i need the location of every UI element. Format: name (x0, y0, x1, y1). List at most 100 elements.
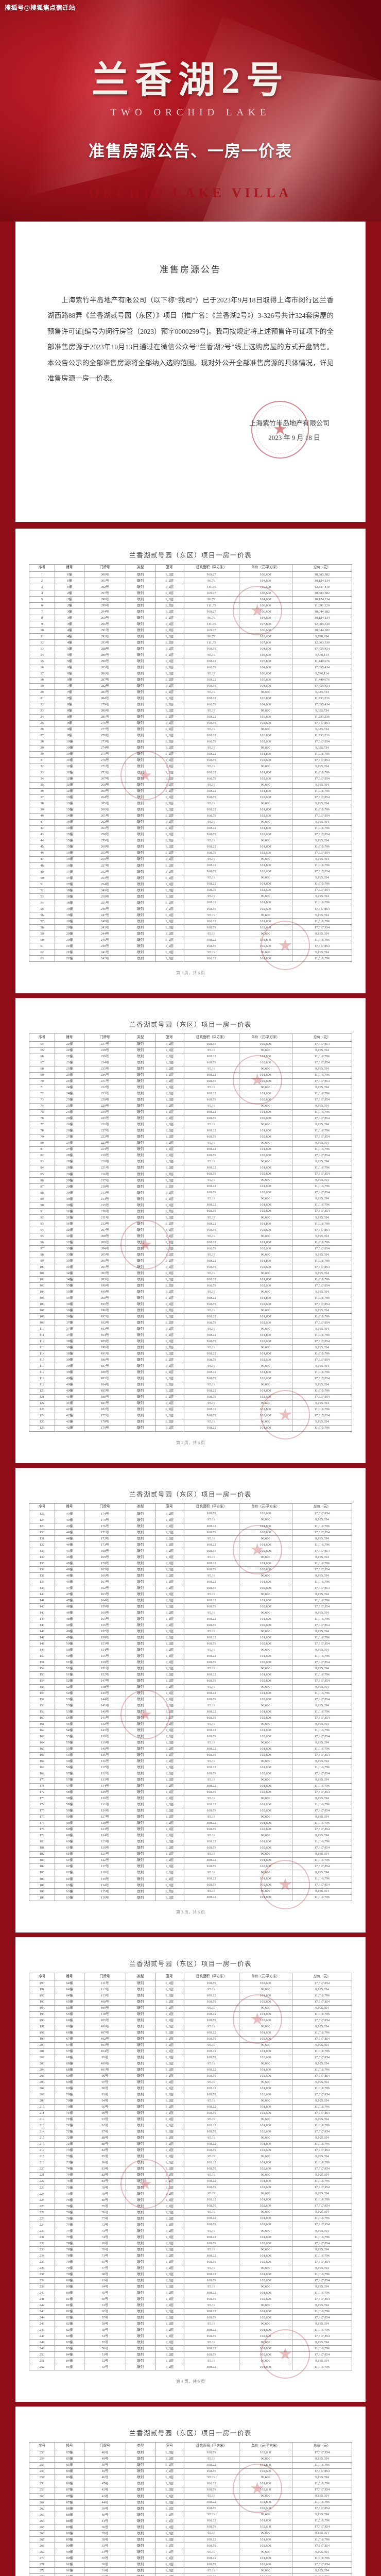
table-cell: 17,317,854 (291, 1301, 353, 1308)
table-cell: 38 (28, 800, 56, 807)
table-cell: 1_2层 (154, 1394, 184, 1401)
table-cell: 9,195,354 (291, 1591, 353, 1598)
table-row: 181 61幢 120号 联列 1_2层 168.79 102,600 17,317,854 (28, 1844, 353, 1852)
table-cell: 83号 (83, 2178, 127, 2185)
table-cell: 联列 (126, 2054, 155, 2061)
table-row: 167 56幢 136号 联列 1_2层 95.19 96,600 9,195,354 (28, 1758, 353, 1765)
table-cell: 108.22 (183, 1820, 239, 1827)
table-cell: 173 (28, 1795, 56, 1802)
table-cell: 17,317,854 (291, 2073, 353, 2080)
table-cell: 1_2层 (154, 2308, 184, 2315)
table-cell: 11,016,796 (291, 2178, 353, 2185)
table-cell: 213号 (83, 1190, 127, 1197)
table-cell: 123号 (83, 1826, 127, 1833)
table-cell: 24幢 (55, 1090, 84, 1097)
table-cell: 193 (28, 1998, 56, 2006)
table-cell: 155 (28, 1684, 56, 1691)
table-cell: 1_2层 (154, 2134, 184, 2142)
table-cell: 联列 (126, 633, 155, 640)
table-cell: 249号 (83, 887, 127, 894)
table-cell: 96,600 (238, 2358, 292, 2365)
table-cell: 96,600 (238, 1363, 292, 1370)
table-cell: 联列 (126, 1998, 155, 2006)
table-cell: 7幢 (55, 695, 84, 702)
table-cell: 101,800 (238, 788, 292, 795)
table-cell: 20 (28, 689, 56, 696)
table-row: 4 2幢 297号 联列 1_2层 169.27 108,600 18,383,582 (28, 590, 353, 597)
table-cell: 176号 (83, 1523, 127, 1530)
table-cell: 247号 (83, 912, 127, 919)
table-cell: 17,317,854 (291, 2203, 353, 2210)
table-cell: 1_2层 (154, 775, 184, 783)
table-cell: 1_2层 (154, 584, 184, 591)
table-cell: 109号 (83, 2005, 127, 2012)
table-cell: 96,600 (238, 1289, 292, 1296)
table-row: 205 69幢 96号 联列 1_2层 168.79 102,600 17,317,854 (28, 2073, 353, 2080)
table-cell: 36幢 (55, 1313, 84, 1320)
table-row: 172 58幢 129号 联列 1_2层 168.79 102,600 17,317,854 (28, 1789, 353, 1796)
table-cell: 联列 (126, 1826, 155, 1833)
table-cell: 126 (28, 1425, 56, 1432)
table-row: 127 43幢 174号 联列 1_2层 168.79 102,600 17,317,854 (28, 1511, 353, 1518)
table-row: 143 48幢 160号 联列 1_2层 95.19 96,600 9,195,354 (28, 1609, 353, 1617)
column-header: 序号 (28, 1973, 56, 1981)
table-cell: 3幢 (55, 608, 84, 616)
table-cell: 1_2层 (154, 2499, 184, 2506)
table-row: 36 12幢 269号 联列 1_2层 108.22 101,800 11,016,796 (28, 788, 353, 795)
table-cell: 30幢 (55, 1196, 84, 1203)
table-cell: 96,600 (238, 2079, 292, 2086)
table-cell: 108 (28, 1313, 56, 1320)
table-cell: 4幢 (55, 633, 84, 640)
table-cell: 1_2层 (154, 2023, 184, 2030)
table-cell: 207 (28, 2085, 56, 2092)
table-cell: 95.19 (183, 2246, 239, 2253)
table-cell: 95.19 (183, 2134, 239, 2142)
table-row: 96 32幢 209号 联列 1_2层 108.22 101,800 11,016,796 (28, 1239, 353, 1246)
price-table-title: 兰香湖贰号园（东区）项目一房一价表 (129, 1490, 252, 1498)
table-cell: 1_2层 (154, 2215, 184, 2223)
table-cell: 9,195,354 (291, 1065, 353, 1073)
table-cell: 79 (28, 1133, 56, 1141)
table-cell: 9,195,354 (291, 2060, 353, 2067)
table-cell: 71幢 (55, 2122, 84, 2129)
table-cell: 190号 (83, 1344, 127, 1351)
table-cell: 95.19 (183, 837, 239, 844)
table-cell: 82幢 (55, 2314, 84, 2321)
table-cell: 101,800 (238, 1127, 292, 1134)
column-header: 总价（元） (291, 1033, 353, 1042)
table-cell: 11,016,796 (291, 1560, 353, 1567)
table-cell: 1_2层 (154, 1251, 184, 1259)
table-row: 136 46幢 165号 联列 1_2层 168.79 102,600 17,317,854 (28, 1566, 353, 1573)
table-cell: 95.19 (183, 2097, 239, 2105)
table-cell: 69号 (83, 2240, 127, 2247)
table-row: 146 49幢 157号 联列 1_2层 95.19 96,600 9,195,354 (28, 1628, 353, 1635)
table-cell: 70号 (83, 2246, 127, 2253)
table-cell: 34幢 (55, 1264, 84, 1271)
table-cell: 108.22 (183, 1202, 239, 1209)
table-cell: 102,600 (238, 1789, 292, 1796)
table-cell: 101,800 (238, 1597, 292, 1604)
table-cell: 87号 (83, 2128, 127, 2136)
table-row: 209 70幢 94号 联列 1_2层 95.19 96,600 9,195,354 (28, 2097, 353, 2105)
table-row: 188 63幢 115号 联列 1_2层 95.19 96,600 9,195,354 (28, 1888, 353, 1895)
table-cell: 9,576,114 (291, 670, 353, 677)
table-cell: 108.22 (183, 2364, 239, 2371)
table-cell: 联列 (126, 1863, 155, 1870)
table-cell: 273 (28, 2573, 56, 2576)
table-cell: 1_2层 (154, 1826, 184, 1833)
table-cell: 1_2层 (154, 2104, 184, 2111)
table-cell: 140号 (83, 1745, 127, 1753)
table-cell: 15 (28, 658, 56, 665)
table-cell: 9,195,354 (291, 1307, 353, 1314)
table-cell: 1_2层 (154, 1702, 184, 1709)
table-cell: 168.79 (183, 1529, 239, 1536)
table-cell: 1_2层 (154, 2228, 184, 2235)
table-cell: 297号 (83, 590, 127, 597)
table-cell: 71 (28, 1084, 56, 1091)
table-row: 246 82幢 59号 联列 1_2层 108.22 101,800 11,016,796 (28, 2327, 353, 2334)
table-cell: 联列 (126, 1276, 155, 1283)
table-row: 225 75幢 80号 联列 1_2层 108.22 101,800 11,016,796 (28, 2197, 353, 2204)
price-table-title: 兰香湖贰号园（东区）项目一房一价表 (129, 551, 252, 559)
table-cell: 联列 (126, 843, 155, 851)
table-cell: 215 (28, 2134, 56, 2142)
